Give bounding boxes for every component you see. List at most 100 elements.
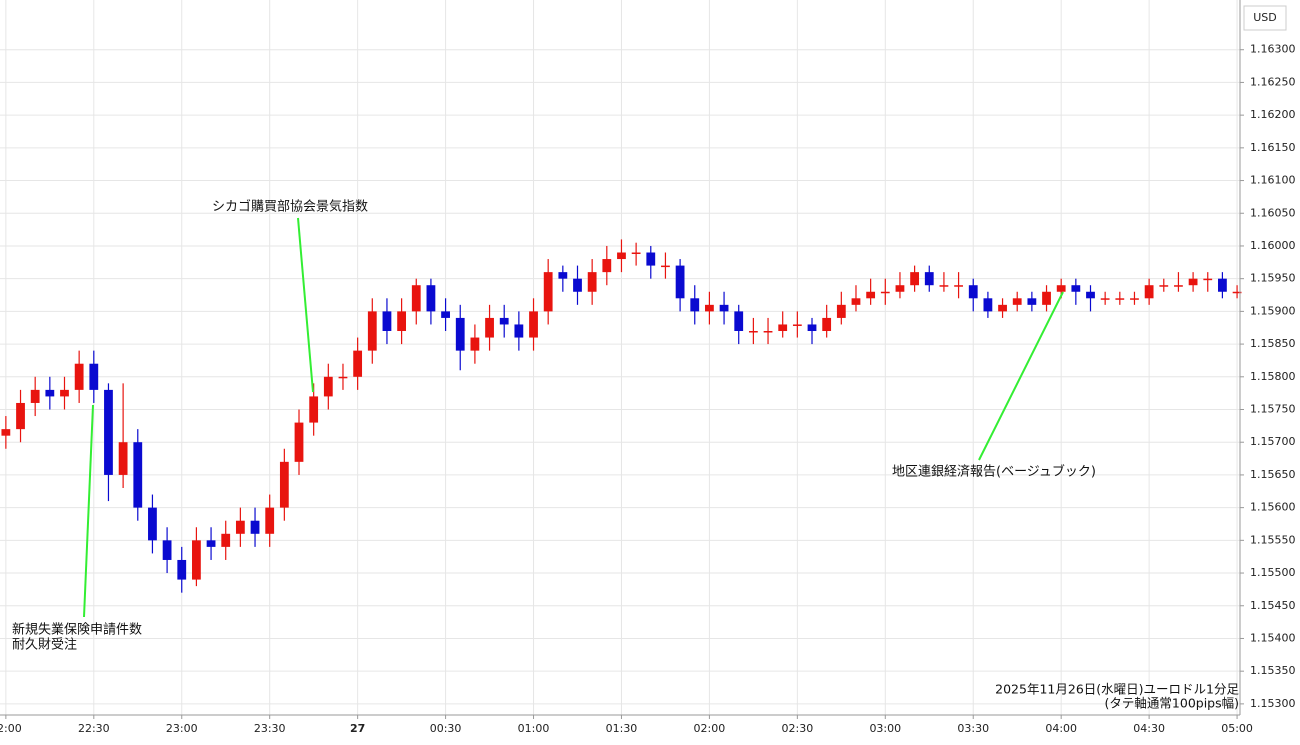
- candle-body: [954, 285, 963, 287]
- candle-body: [558, 272, 568, 279]
- y-tick-label: 1.16150: [1250, 141, 1296, 154]
- x-tick-label: 03:00: [869, 722, 901, 735]
- chart-note: 2025年11月26日(水曜日)ユーロドル1分足: [995, 682, 1239, 697]
- candle-body: [748, 331, 758, 333]
- y-tick-label: 1.15800: [1250, 370, 1296, 383]
- candle-body: [1144, 285, 1154, 299]
- candle-body: [1071, 285, 1081, 292]
- candle-body: [265, 507, 275, 534]
- candle-body: [1130, 298, 1139, 300]
- candle-body: [133, 442, 143, 508]
- candle-body: [338, 376, 348, 379]
- x-tick-label: 05:00: [1221, 722, 1253, 735]
- candle-body: [1027, 298, 1037, 305]
- chart-note: (タテ軸通常100pips幅): [1105, 696, 1239, 711]
- x-tick-label: 01:00: [518, 722, 550, 735]
- x-tick-label: 00:30: [430, 722, 462, 735]
- candle-body: [602, 259, 612, 273]
- candle-body: [1100, 298, 1110, 300]
- candle-body: [397, 311, 407, 332]
- candle-body: [1, 429, 11, 436]
- candle-body: [426, 285, 436, 312]
- x-tick-label: 27: [350, 722, 365, 735]
- candle-body: [367, 311, 377, 351]
- y-tick-label: 1.15300: [1250, 697, 1296, 710]
- candle-body: [734, 311, 744, 332]
- candle-body: [646, 252, 656, 266]
- candle-body: [631, 252, 641, 255]
- candle-body: [968, 285, 978, 299]
- candle-body: [1012, 298, 1022, 305]
- candle-body: [851, 298, 861, 305]
- candle-body: [1159, 285, 1169, 287]
- x-tick-label: 01:30: [606, 722, 638, 735]
- candle-body: [866, 291, 876, 299]
- candle-body: [880, 291, 890, 294]
- candle-body: [836, 304, 846, 318]
- candle-body: [983, 298, 993, 312]
- y-tick-label: 1.16250: [1250, 75, 1296, 88]
- annotation: 地区連銀経済報告(ベージュブック): [892, 464, 1096, 480]
- candle-body: [1086, 291, 1095, 299]
- candle-body: [1115, 298, 1125, 300]
- x-tick-label: 22:30: [78, 722, 110, 735]
- candle-body: [792, 324, 802, 326]
- y-tick-label: 1.15750: [1250, 403, 1296, 416]
- candles: [1, 239, 1242, 593]
- candle-body: [543, 272, 553, 312]
- x-tick-label: 04:30: [1133, 722, 1165, 735]
- candle-body: [192, 540, 201, 580]
- candle-body: [1188, 278, 1198, 286]
- annotation: 耐久財受注: [12, 638, 77, 653]
- x-tick-label: 23:00: [166, 722, 198, 735]
- annotation-line: [297, 217, 314, 393]
- candle-body: [1056, 285, 1066, 292]
- annotation: 新規失業保険申請件数: [12, 622, 142, 638]
- annotation-line: [83, 404, 94, 618]
- candle-body: [60, 389, 69, 397]
- candle-body: [485, 317, 494, 338]
- grid: [0, 0, 1240, 715]
- candle-body: [910, 272, 920, 286]
- candle-body: [514, 324, 524, 338]
- candle-body: [74, 363, 84, 390]
- x-tick-label: 23:30: [254, 722, 286, 735]
- candle-body: [353, 350, 363, 377]
- y-tick-label: 1.15900: [1250, 304, 1296, 317]
- y-tick-label: 1.15600: [1250, 501, 1296, 514]
- candle-body: [104, 389, 113, 475]
- candle-body: [1232, 291, 1242, 294]
- candle-body: [587, 272, 597, 292]
- candle-body: [573, 278, 582, 292]
- candle-body: [1218, 278, 1227, 292]
- currency-box: [1243, 5, 1287, 31]
- y-tick-label: 1.16050: [1250, 206, 1296, 219]
- candle-body: [1174, 285, 1183, 287]
- candle-body: [661, 265, 670, 268]
- candle-body: [778, 324, 788, 332]
- candle-body: [323, 376, 333, 397]
- x-tick-label: 02:00: [694, 722, 726, 735]
- candle-body: [529, 311, 538, 338]
- candle-body: [998, 304, 1007, 312]
- candle-body: [1203, 278, 1213, 281]
- candle-body: [1042, 291, 1051, 305]
- candle-body: [16, 402, 25, 430]
- y-tick-label: 1.16000: [1250, 239, 1296, 252]
- candle-body: [617, 252, 626, 260]
- candle-body: [206, 540, 216, 547]
- candle-body: [924, 272, 934, 286]
- candle-body: [89, 363, 99, 390]
- y-tick-label: 1.16200: [1250, 108, 1296, 121]
- currency-label: USD: [1253, 11, 1277, 24]
- candle-body: [470, 337, 480, 351]
- candle-body: [763, 331, 773, 333]
- y-tick-label: 1.16100: [1250, 174, 1296, 187]
- candle-body: [411, 285, 421, 312]
- x-tick-label: 22:00: [0, 722, 22, 735]
- candle-body: [441, 311, 450, 318]
- candle-body: [705, 304, 714, 312]
- annotations: 新規失業保険申請件数 耐久財受注 シカゴ購買部協会景気指数 地区連銀経済報告(ベ…: [12, 199, 1096, 653]
- candle-body: [807, 324, 817, 332]
